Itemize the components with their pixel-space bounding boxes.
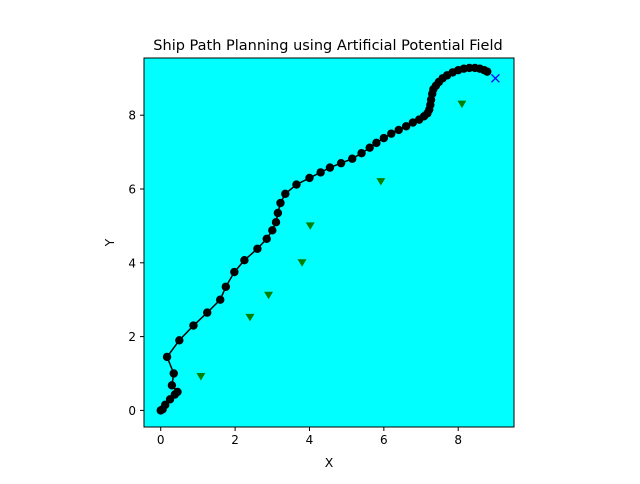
chart-title: Ship Path Planning using Artificial Pote… <box>153 38 502 54</box>
y-axis-label: Y <box>102 238 117 247</box>
goal-marker <box>490 73 500 83</box>
plot-background <box>144 58 514 427</box>
y-tick-label: 6 <box>128 182 136 196</box>
y-tick-label: 0 <box>128 404 136 418</box>
obstacle-marker <box>245 313 255 322</box>
path-point <box>162 352 172 362</box>
path-point <box>271 218 281 227</box>
path-point <box>336 158 346 168</box>
path-point <box>316 168 325 177</box>
path-point <box>262 234 271 244</box>
path-point <box>253 244 262 253</box>
y-tick-label: 8 <box>128 109 136 123</box>
path-point <box>325 163 335 172</box>
x-tick-label: 4 <box>306 433 314 447</box>
path-point <box>292 180 301 189</box>
x-tick-label: 2 <box>231 433 239 447</box>
path-point <box>160 400 170 410</box>
path-point <box>189 321 198 330</box>
path-point <box>483 67 492 76</box>
path-point <box>281 189 290 198</box>
path-point <box>240 256 249 265</box>
path-point <box>348 154 357 163</box>
path-point <box>203 308 212 317</box>
path-point <box>173 387 182 397</box>
x-tick-label: 0 <box>157 433 165 447</box>
path-point <box>379 133 389 143</box>
plot-frame <box>143 57 515 428</box>
obstacle-marker <box>297 259 307 267</box>
chart-marks <box>156 63 500 415</box>
obstacle-marker <box>196 372 206 381</box>
path-point <box>276 198 285 208</box>
path-point <box>216 295 225 304</box>
path-point <box>387 129 396 138</box>
path-point <box>372 138 381 148</box>
path-point <box>273 208 283 218</box>
x-tick-label: 8 <box>454 433 462 447</box>
obstacle-marker <box>457 100 467 109</box>
obstacle-marker <box>376 178 386 186</box>
path-point <box>230 267 239 277</box>
y-axis: 0 2 4 6 8 <box>128 109 144 418</box>
x-axis: 0 2 4 6 8 <box>157 427 462 447</box>
path-point <box>394 125 403 135</box>
path-point <box>408 118 418 127</box>
path-point <box>221 282 231 291</box>
path-point <box>365 143 374 152</box>
y-tick-label: 2 <box>128 330 136 344</box>
y-tick-label: 4 <box>128 256 136 270</box>
x-axis-label: X <box>325 455 334 470</box>
path-point <box>357 149 366 158</box>
obstacle-marker <box>264 291 274 300</box>
path-point <box>167 381 177 390</box>
path-point <box>401 122 411 131</box>
path-point <box>169 369 178 378</box>
path-point <box>305 173 314 183</box>
path-point <box>268 226 277 235</box>
goal-marker-stroke <box>490 73 500 83</box>
path-point <box>175 336 184 345</box>
obstacle-marker <box>305 222 315 230</box>
x-tick-label: 6 <box>380 433 388 447</box>
